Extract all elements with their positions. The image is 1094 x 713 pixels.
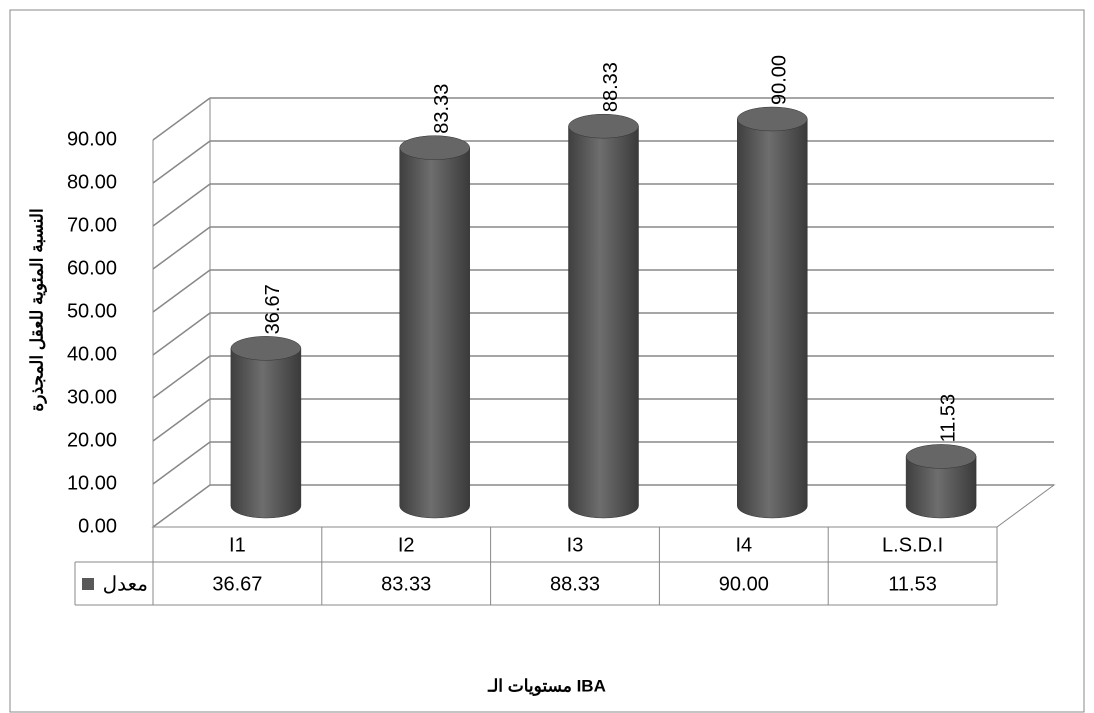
bar-top [568, 113, 639, 139]
table-value: 83.33 [381, 573, 431, 595]
data-label: 88.33 [600, 62, 622, 112]
bar-top [737, 106, 808, 132]
grid-line [152, 140, 211, 184]
y-tick-label: 70.00 [67, 214, 117, 236]
bar [230, 348, 302, 519]
x-tick-label: I3 [567, 534, 584, 556]
y-tick-label: 10.00 [67, 472, 117, 494]
x-tick-label: L.S.D.I [882, 534, 943, 556]
data-label: 11.53 [937, 394, 959, 443]
bar-top [905, 444, 977, 469]
table-value: 11.53 [888, 573, 937, 595]
bar [568, 125, 639, 519]
data-label: 90.00 [769, 55, 791, 105]
y-tick-label: 20.00 [67, 429, 117, 451]
y-tick-label: 0.00 [78, 515, 117, 537]
grid-line [152, 484, 211, 528]
grid-line [152, 183, 211, 227]
grid-line [152, 269, 211, 313]
grid-line [152, 226, 211, 270]
y-tick-label: 60.00 [67, 257, 117, 279]
legend-swatch [82, 578, 94, 590]
grid-line [152, 441, 211, 485]
y-tick-label: 80.00 [67, 171, 117, 193]
grid-line [152, 398, 211, 442]
table-value: 36.67 [212, 573, 262, 595]
chart-border [9, 9, 1085, 713]
table-value: 90.00 [719, 573, 769, 595]
y-tick-label: 90.00 [67, 128, 117, 150]
y-axis-title: النسبة المئوية للعقل المجذرة [27, 208, 47, 411]
bar [737, 118, 808, 519]
table-value: 88.33 [550, 573, 600, 595]
x-tick-label: I1 [229, 534, 246, 556]
data-label: 36.67 [262, 284, 284, 334]
x-tick-label: I4 [735, 534, 752, 556]
bar-top [230, 336, 302, 361]
bar-top [399, 135, 470, 160]
grid-line [152, 355, 211, 399]
data-label: 83.33 [431, 84, 453, 134]
grid-line [152, 97, 211, 141]
grid-line [152, 312, 211, 356]
bar [905, 456, 977, 519]
y-tick-label: 40.00 [67, 343, 117, 365]
x-axis-title: مستويات الـ IBA [487, 676, 606, 696]
bar [399, 147, 470, 519]
x-tick-label: I2 [398, 534, 415, 556]
y-tick-label: 30.00 [67, 386, 117, 408]
y-tick-label: 50.00 [67, 300, 117, 322]
legend-label: معدل [103, 573, 148, 595]
